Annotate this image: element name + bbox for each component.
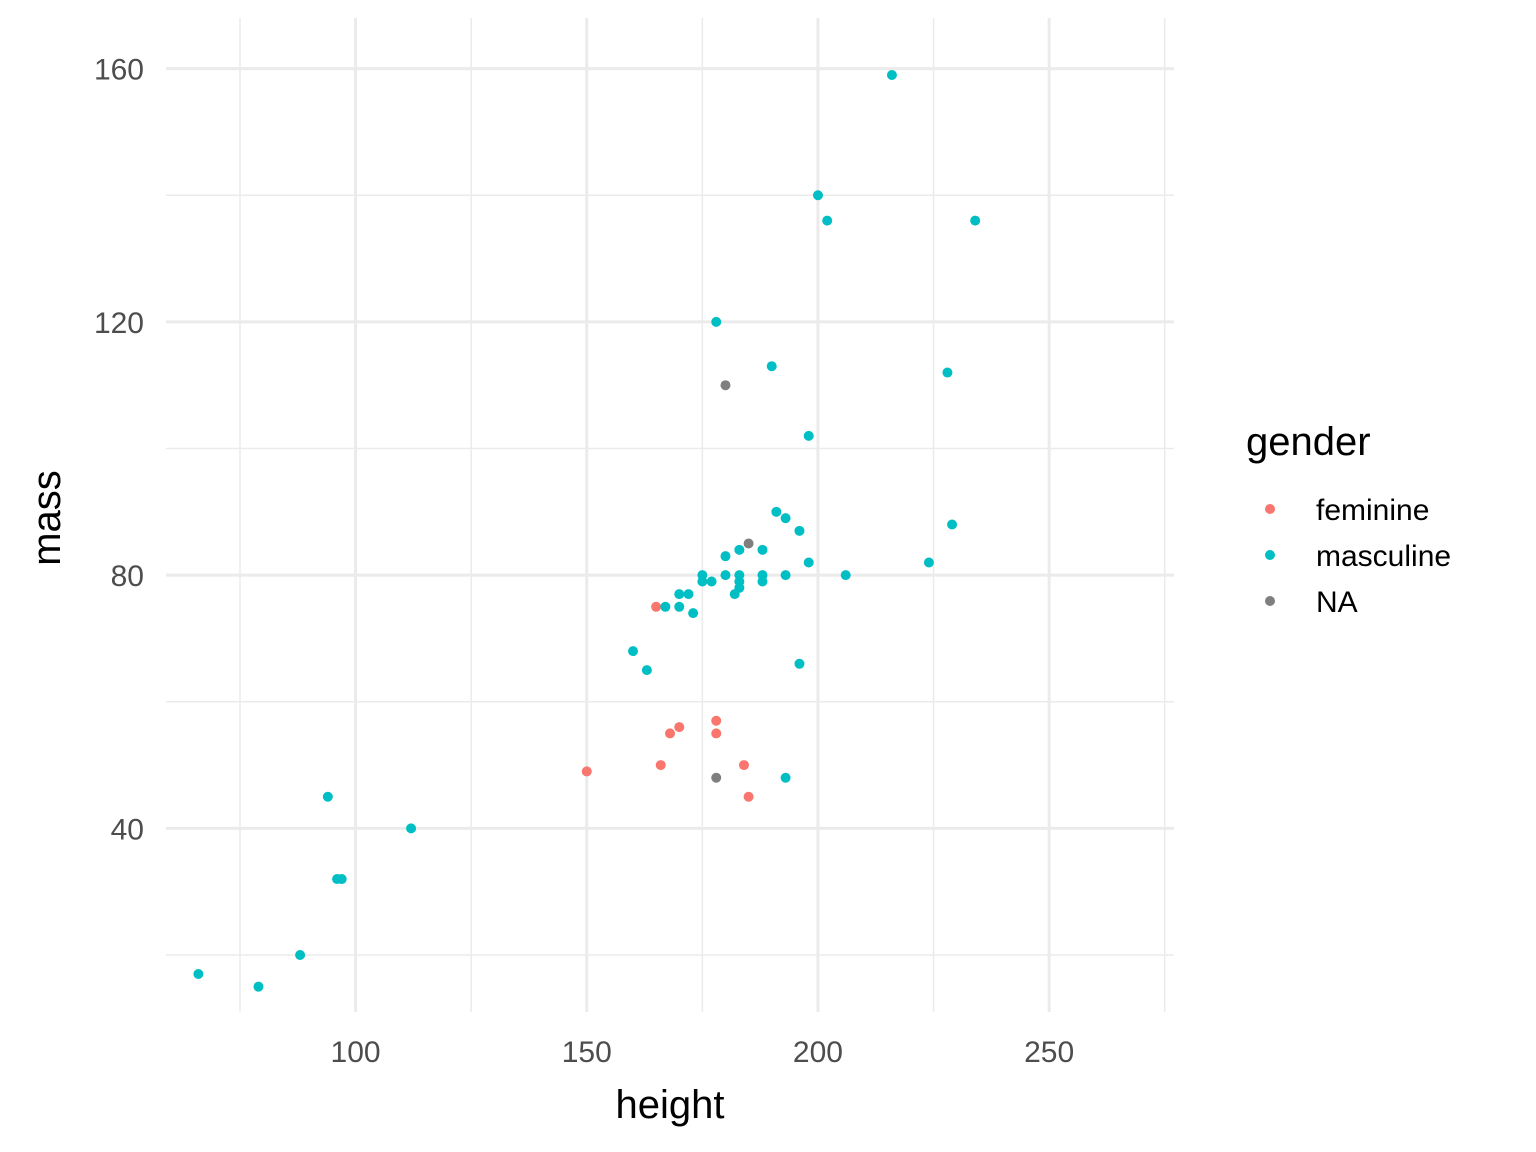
data-point xyxy=(803,430,814,441)
data-point xyxy=(674,601,685,612)
data-point xyxy=(697,570,708,581)
data-point xyxy=(757,570,768,581)
x-tick-label: 100 xyxy=(331,1036,381,1069)
x-axis-title: height xyxy=(616,1083,725,1127)
data-point xyxy=(711,715,722,726)
legend-key-masculine xyxy=(1265,550,1275,560)
series-feminine xyxy=(581,601,754,802)
data-point xyxy=(683,589,694,600)
data-point xyxy=(766,361,777,372)
data-point xyxy=(794,658,805,669)
series-masculine xyxy=(193,69,981,992)
data-point xyxy=(780,513,791,524)
data-point xyxy=(822,215,833,226)
series-na xyxy=(711,380,754,783)
data-point xyxy=(660,601,671,612)
data-point xyxy=(628,646,639,657)
x-tick-label: 200 xyxy=(793,1036,843,1069)
data-point xyxy=(193,969,204,980)
data-point xyxy=(780,570,791,581)
data-point xyxy=(641,665,652,676)
legend-label-masculine: masculine xyxy=(1316,540,1451,573)
data-point xyxy=(665,728,675,739)
data-point xyxy=(780,772,791,783)
data-point xyxy=(406,823,417,834)
legend-key-feminine xyxy=(1265,504,1275,514)
y-axis-title: mass xyxy=(25,470,69,566)
data-points xyxy=(193,69,981,992)
data-point xyxy=(581,766,592,777)
data-point xyxy=(757,544,768,555)
data-point xyxy=(803,557,814,568)
y-tick-label: 120 xyxy=(94,307,144,340)
data-point xyxy=(771,506,782,517)
grid xyxy=(166,18,1174,1012)
data-point xyxy=(711,316,722,327)
data-point xyxy=(688,608,699,619)
y-tick-label: 40 xyxy=(111,813,144,846)
data-point xyxy=(720,570,731,581)
data-point xyxy=(674,589,685,600)
y-tick-label: 80 xyxy=(111,560,144,593)
data-point xyxy=(840,570,851,581)
data-point xyxy=(720,380,731,391)
y-tick-label: 160 xyxy=(94,54,144,87)
data-point xyxy=(738,760,749,771)
data-point xyxy=(295,950,306,961)
data-point xyxy=(720,551,731,562)
legend-label-feminine: feminine xyxy=(1316,494,1429,527)
legend-title: gender xyxy=(1246,420,1371,464)
tick-labels: 100 150 200 250 40 80 120 160 xyxy=(94,54,1074,1069)
data-point xyxy=(970,215,981,226)
data-point xyxy=(655,760,666,771)
data-point xyxy=(734,544,745,555)
x-tick-label: 250 xyxy=(1024,1036,1074,1069)
data-point xyxy=(942,367,953,378)
legend-items: feminine masculine NA xyxy=(1265,494,1451,619)
data-point xyxy=(706,576,717,587)
data-point xyxy=(253,981,264,992)
legend-key-na xyxy=(1265,596,1275,606)
data-point xyxy=(336,874,347,885)
legend-label-na: NA xyxy=(1316,586,1358,619)
data-point xyxy=(886,69,897,80)
data-point xyxy=(711,728,722,739)
data-point xyxy=(651,601,662,612)
x-tick-label: 150 xyxy=(562,1036,612,1069)
data-point xyxy=(947,519,958,530)
legend: gender feminine masculine NA xyxy=(1246,420,1451,619)
data-point xyxy=(674,722,685,733)
data-point xyxy=(322,791,333,802)
data-point xyxy=(711,772,722,783)
data-point xyxy=(734,570,745,581)
data-point xyxy=(794,525,805,536)
data-point xyxy=(812,190,823,201)
data-point xyxy=(743,538,754,549)
data-point xyxy=(743,791,754,802)
data-point xyxy=(923,557,934,568)
